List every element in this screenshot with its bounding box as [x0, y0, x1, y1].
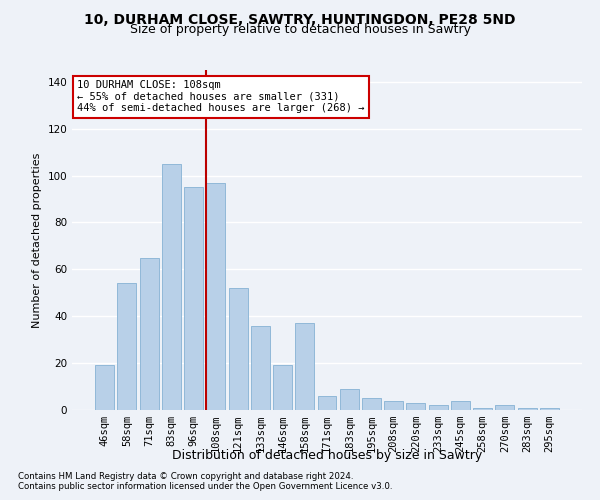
Bar	[518, 408, 536, 410]
Text: 10, DURHAM CLOSE, SAWTRY, HUNTINGDON, PE28 5ND: 10, DURHAM CLOSE, SAWTRY, HUNTINGDON, PE…	[84, 12, 516, 26]
Bar	[340, 389, 359, 410]
Bar	[406, 403, 425, 410]
Bar	[451, 400, 470, 410]
Text: Contains HM Land Registry data © Crown copyright and database right 2024.: Contains HM Land Registry data © Crown c…	[18, 472, 353, 481]
Bar	[251, 326, 270, 410]
Bar	[496, 406, 514, 410]
Bar	[273, 366, 292, 410]
Text: Distribution of detached houses by size in Sawtry: Distribution of detached houses by size …	[172, 448, 482, 462]
Bar	[95, 366, 114, 410]
Text: Contains public sector information licensed under the Open Government Licence v3: Contains public sector information licen…	[18, 482, 392, 491]
Bar	[429, 406, 448, 410]
Bar	[229, 288, 248, 410]
Bar	[295, 323, 314, 410]
Text: Size of property relative to detached houses in Sawtry: Size of property relative to detached ho…	[130, 24, 470, 36]
Bar	[118, 284, 136, 410]
Text: 10 DURHAM CLOSE: 108sqm
← 55% of detached houses are smaller (331)
44% of semi-d: 10 DURHAM CLOSE: 108sqm ← 55% of detache…	[77, 80, 365, 114]
Bar	[473, 408, 492, 410]
Bar	[540, 408, 559, 410]
Y-axis label: Number of detached properties: Number of detached properties	[32, 152, 42, 328]
Bar	[362, 398, 381, 410]
Bar	[184, 187, 203, 410]
Bar	[206, 182, 225, 410]
Bar	[317, 396, 337, 410]
Bar	[140, 258, 158, 410]
Bar	[384, 400, 403, 410]
Bar	[162, 164, 181, 410]
